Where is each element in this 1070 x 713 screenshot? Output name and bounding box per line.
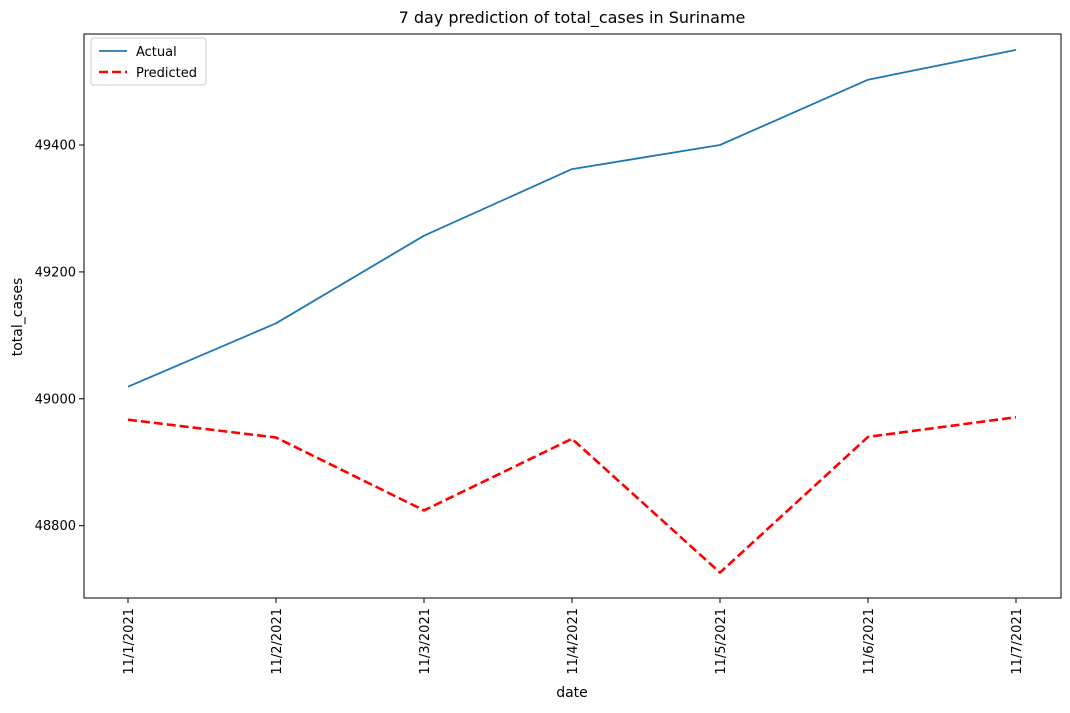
chart-title: 7 day prediction of total_cases in Surin… [399, 8, 746, 28]
x-tick-label: 11/1/2021 [122, 608, 137, 675]
x-tick-label: 11/3/2021 [418, 608, 433, 675]
plot-area: 11/1/2021 11/2/2021 11/3/2021 11/4/2021 11/5… [35, 34, 1061, 675]
y-tick-label: 49200 [35, 265, 76, 280]
y-tick-label: 49000 [35, 392, 76, 407]
x-axis-label: date [556, 685, 588, 701]
x-tick-label: 11/2/2021 [270, 608, 285, 675]
legend-label-actual: Actual [136, 45, 177, 60]
y-tick-label: 48800 [35, 519, 76, 534]
y-tick-label: 49400 [35, 139, 76, 154]
x-tick-label: 11/4/2021 [566, 608, 581, 675]
series-line-actual [128, 50, 1016, 387]
x-tick-label: 11/6/2021 [862, 608, 877, 675]
series-line-predicted [128, 417, 1016, 572]
y-axis-label: total_cases [10, 278, 26, 357]
x-tick-label: 11/7/2021 [1010, 608, 1025, 675]
legend-label-predicted: Predicted [136, 66, 197, 81]
plot-frame [84, 34, 1061, 598]
x-tick-label: 11/5/2021 [714, 608, 729, 675]
